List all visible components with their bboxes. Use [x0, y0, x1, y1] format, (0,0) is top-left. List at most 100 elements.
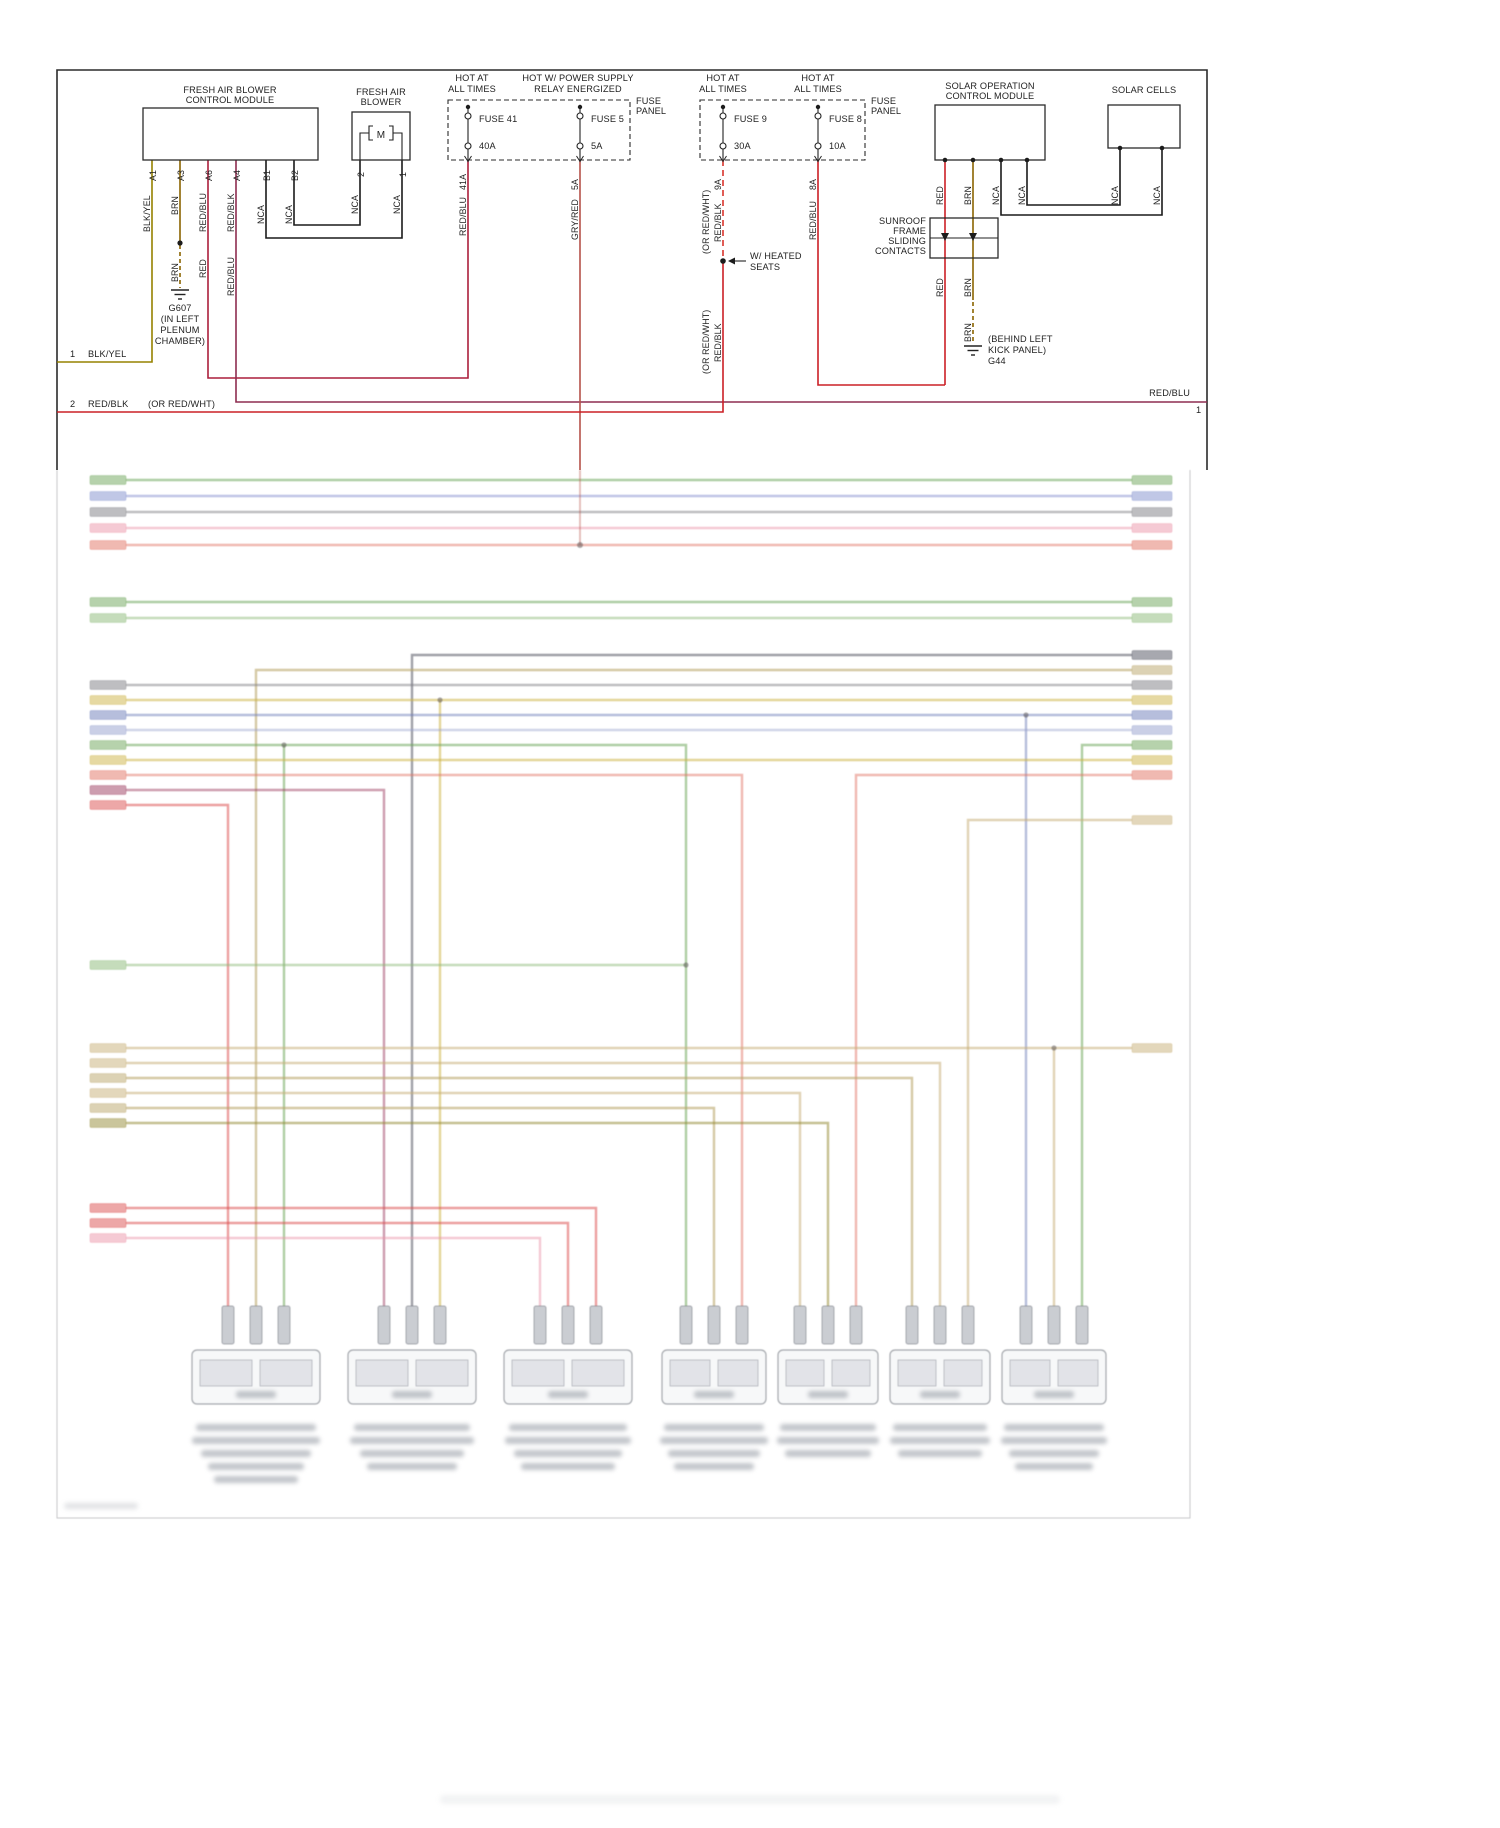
connector-id-blurred [920, 1391, 960, 1398]
faded-left-stub [89, 1073, 127, 1083]
pin-label-8a: 8A [808, 179, 818, 190]
splice-dot-brn [177, 240, 183, 246]
faded-right-stub [1131, 665, 1173, 675]
connector-caption-blurred [1004, 1424, 1104, 1431]
connector-cavity [511, 1359, 565, 1387]
contact-arrow-icon [941, 233, 949, 241]
wire-label-fuse9-orredwht-low: (OR RED/WHT) [701, 310, 711, 374]
ground-g607-icon [171, 289, 189, 300]
sunroof-sliding-contacts [929, 217, 999, 259]
label-fuse9-amps: 30A [734, 141, 752, 151]
pin-dot [942, 157, 948, 163]
faded-left-stub [89, 680, 127, 690]
connector-caption-blurred [660, 1437, 768, 1444]
faded-left-stub [89, 1088, 127, 1098]
faded-right-stub [1131, 507, 1173, 517]
faded-right-stub [1131, 815, 1173, 825]
wire-label-red-below-contacts: RED [935, 278, 945, 297]
connector-caption-blurred [668, 1450, 760, 1457]
pin-label-blower-2: 2 [356, 172, 366, 177]
faded-right-stub [1131, 597, 1173, 607]
label-fuse8: FUSE 8 [829, 114, 862, 124]
wire-label-brn-near-g44: BRN [963, 323, 973, 342]
wire-label-a6-redblu: RED/BLU [198, 193, 208, 232]
faded-right-stub [1131, 710, 1173, 720]
connector-caption-blurred [509, 1424, 627, 1431]
wire-label-fuse9-redblk-up: RED/BLK [713, 203, 723, 242]
label-left-blkyel: BLK/YEL [88, 349, 126, 359]
faded-right-stub [1131, 740, 1173, 750]
faded-right-stub [1131, 725, 1173, 735]
faded-left-stub [89, 1103, 127, 1113]
connector-caption-blurred [514, 1450, 622, 1457]
label-hotps-1: HOT W/ POWER SUPPLY [522, 73, 633, 83]
wire-label-solar-nca1: NCA [991, 186, 1001, 205]
connector-cavity [943, 1359, 983, 1387]
label-g607: G607 [168, 303, 191, 313]
connector-pigtail [533, 1305, 547, 1345]
connector-pigtail [707, 1305, 721, 1345]
label-g607-loc3: CHAMBER) [155, 336, 205, 346]
label-hot-f9-1: HOT AT [706, 73, 739, 83]
connector-pigtail [1019, 1305, 1033, 1345]
wire-label-cells-nca2: NCA [1152, 186, 1162, 205]
connector-caption-blurred [898, 1450, 982, 1457]
wire-label-a4-redblu-lower: RED/BLU [226, 257, 236, 296]
faded-right-stub [1131, 491, 1173, 501]
faded-left-stub [89, 597, 127, 607]
wire-label-solar-nca2: NCA [1017, 186, 1027, 205]
connector-pigtail [221, 1305, 235, 1345]
pin-dot [1117, 145, 1123, 151]
faded-right-stub [1131, 1043, 1173, 1053]
connector-caption-blurred [521, 1463, 615, 1470]
faded-left-stub [89, 800, 127, 810]
connector-caption-blurred [367, 1463, 457, 1470]
faded-right-stub [1131, 475, 1173, 485]
connector-caption-blurred [196, 1424, 316, 1431]
fresh-air-blower-box [351, 111, 411, 161]
label-heated-2: SEATS [750, 262, 780, 272]
connector-pigtail [433, 1305, 447, 1345]
label-solar-2: CONTROL MODULE [946, 91, 1035, 101]
blower-motor-symbol: M [359, 125, 403, 160]
label-hot-f8-1: HOT AT [801, 73, 834, 83]
label-right-redblu: RED/BLU [1149, 388, 1190, 398]
fuse-panel-1-box [447, 99, 631, 161]
faded-left-stub [89, 695, 127, 705]
faded-right-stub [1131, 523, 1173, 533]
splice-dot-heated-seats [720, 258, 726, 264]
connector-pigtail [405, 1305, 419, 1345]
pin-label-9a: 9A [713, 179, 723, 190]
connector-pigtail [933, 1305, 947, 1345]
pin-dot [1159, 145, 1165, 151]
faded-corner-text [64, 1503, 138, 1509]
connector-caption-blurred [890, 1437, 990, 1444]
solar-cells-box [1107, 104, 1181, 149]
connector-pigtail [1075, 1305, 1089, 1345]
label-g44-loc2: KICK PANEL) [988, 345, 1046, 355]
connector-id-blurred [392, 1391, 432, 1398]
wire-label-blower2-nca: NCA [350, 195, 360, 214]
connector-pigtail [561, 1305, 575, 1345]
faded-connector-cluster [889, 1305, 991, 1457]
faded-region-border [56, 470, 1191, 1519]
ground-g44-icon [964, 345, 982, 356]
label-fuse41: FUSE 41 [479, 114, 517, 124]
label-fuse41-amps: 40A [479, 141, 497, 151]
label-left-exit-1: 1 [70, 349, 75, 359]
wire-label-a6-red-lower: RED [198, 259, 208, 278]
label-left-redblk: RED/BLK [88, 399, 129, 409]
label-hot-f8-2: ALL TIMES [794, 84, 842, 94]
faded-left-stub [89, 1118, 127, 1128]
label-g607-loc2: PLENUM [160, 325, 199, 335]
connector-pigtail [821, 1305, 835, 1345]
connector-caption-blurred [893, 1424, 987, 1431]
faded-left-stub [89, 1233, 127, 1243]
connector-pigtail [961, 1305, 975, 1345]
faded-connector-cluster [191, 1305, 321, 1483]
connector-cavity [355, 1359, 409, 1387]
label-sunroof-4: CONTACTS [875, 246, 926, 256]
faded-left-stub [89, 725, 127, 735]
faded-left-stub [89, 1203, 127, 1213]
connector-caption-blurred [1001, 1437, 1107, 1444]
